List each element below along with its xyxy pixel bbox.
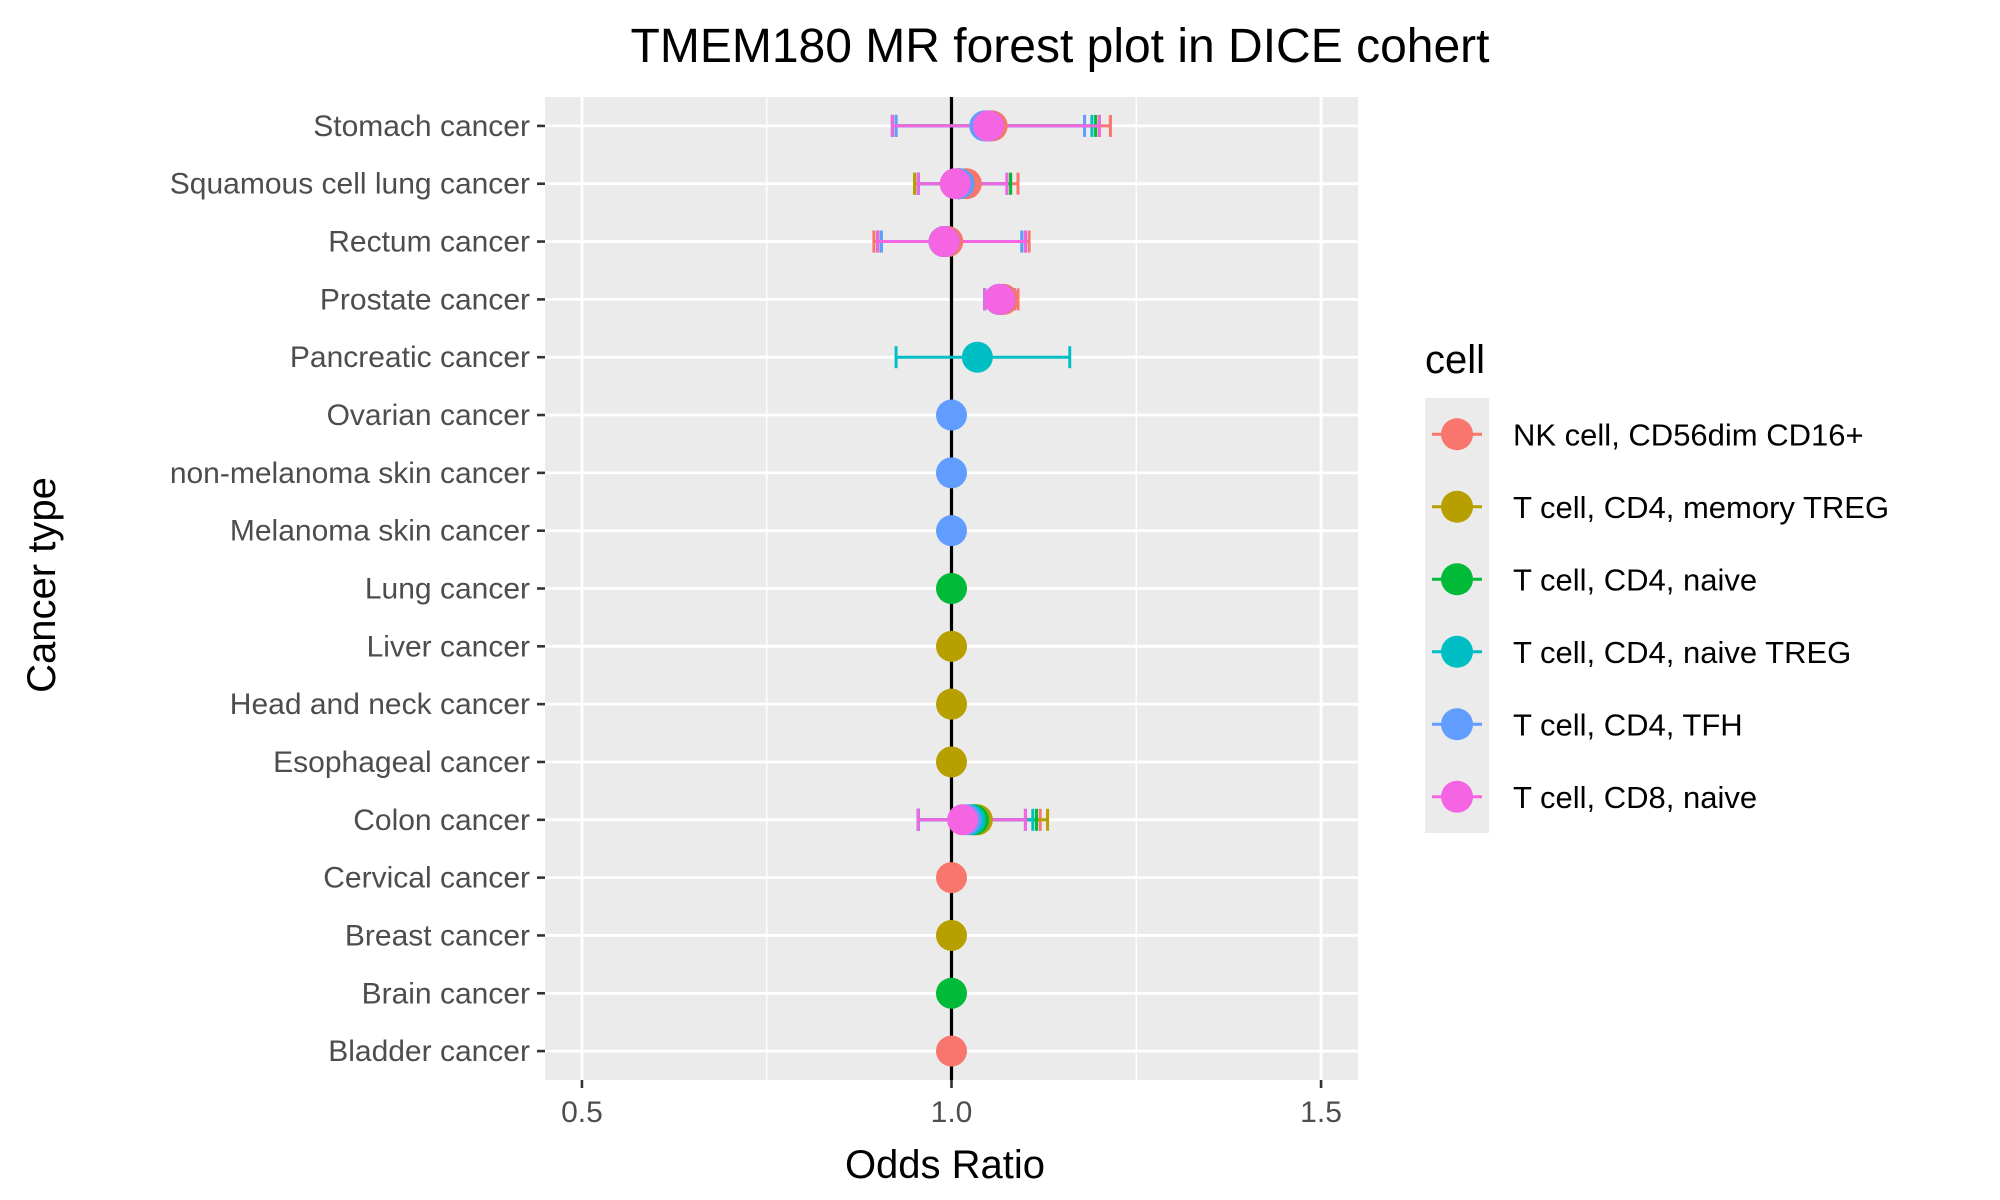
legend-key-point	[1441, 780, 1473, 813]
y-tick-label: Liver cancer	[367, 630, 530, 663]
data-point	[936, 746, 967, 778]
data-point	[936, 630, 967, 662]
legend-label: T cell, CD4, naive TREG	[1513, 635, 1851, 670]
legend-label: T cell, CD8, naive	[1513, 780, 1757, 815]
legend-label: NK cell, CD56dim CD16+	[1513, 417, 1864, 452]
x-tick-label: 1.0	[931, 1096, 973, 1129]
y-tick-label: Rectum cancer	[328, 226, 530, 259]
x-axis-title: Odds Ratio	[845, 1143, 1045, 1187]
y-tick-label: Cervical cancer	[323, 862, 530, 895]
plot-marks	[872, 97, 1112, 1080]
legend-label: T cell, CD4, memory TREG	[1513, 490, 1889, 525]
legend-item: NK cell, CD56dim CD16+	[1425, 398, 1864, 471]
data-point	[936, 1035, 967, 1067]
data-point	[936, 688, 967, 720]
legend-label: T cell, CD4, naive	[1513, 562, 1757, 597]
y-tick-label: Lung cancer	[365, 573, 530, 606]
y-tick-label: Bladder cancer	[328, 1035, 530, 1068]
x-tick-label: 1.5	[1300, 1096, 1342, 1129]
legend-item: T cell, CD4, naive	[1425, 543, 1757, 616]
data-point	[936, 457, 967, 489]
data-point	[961, 341, 993, 373]
legend-title: cell	[1425, 338, 1485, 382]
data-point	[936, 977, 967, 1009]
legend-item: T cell, CD4, TFH	[1425, 688, 1743, 761]
y-tick-label: Squamous cell lung cancer	[170, 168, 530, 201]
data-point	[928, 226, 960, 258]
y-tick-label: Prostate cancer	[320, 283, 530, 316]
legend: cell NK cell, CD56dim CD16+ T cell, CD4, …	[1425, 338, 1889, 833]
legend-key-point	[1441, 563, 1473, 596]
data-point	[939, 168, 971, 200]
data-point	[972, 110, 1004, 142]
legend-label: T cell, CD4, TFH	[1513, 707, 1743, 742]
data-point	[936, 399, 967, 431]
x-tick-label: 0.5	[561, 1096, 603, 1129]
data-point	[947, 804, 979, 836]
y-tick-label: Head and neck cancer	[230, 688, 530, 721]
y-tick-label: Breast cancer	[345, 919, 530, 952]
axes: Stomach cancer Squamous cell lung cancer R…	[170, 110, 1342, 1129]
chart-title: TMEM180 MR forest plot in DICE cohert	[631, 20, 1490, 73]
legend-item: T cell, CD8, naive	[1425, 760, 1757, 833]
y-tick-label: Colon cancer	[353, 804, 530, 837]
legend-key-point	[1441, 418, 1473, 451]
legend-key-point	[1441, 708, 1473, 741]
data-point	[984, 283, 1016, 315]
y-axis-title: Cancer type	[20, 477, 64, 693]
y-tick-label: Esophageal cancer	[273, 746, 530, 779]
legend-key-point	[1441, 490, 1473, 523]
data-point	[936, 862, 967, 894]
y-tick-label: non-melanoma skin cancer	[170, 457, 530, 490]
y-tick-label: Ovarian cancer	[327, 399, 530, 432]
y-tick-label: Stomach cancer	[313, 110, 530, 143]
data-point	[936, 515, 967, 547]
legend-item: T cell, CD4, naive TREG	[1425, 615, 1851, 688]
y-tick-label: Melanoma skin cancer	[230, 515, 530, 548]
y-tick-label: Pancreatic cancer	[290, 341, 530, 374]
y-tick-label: Brain cancer	[362, 977, 530, 1010]
legend-item: T cell, CD4, memory TREG	[1425, 470, 1889, 543]
data-point	[936, 573, 967, 604]
legend-key-point	[1441, 635, 1473, 668]
data-point	[936, 919, 967, 951]
